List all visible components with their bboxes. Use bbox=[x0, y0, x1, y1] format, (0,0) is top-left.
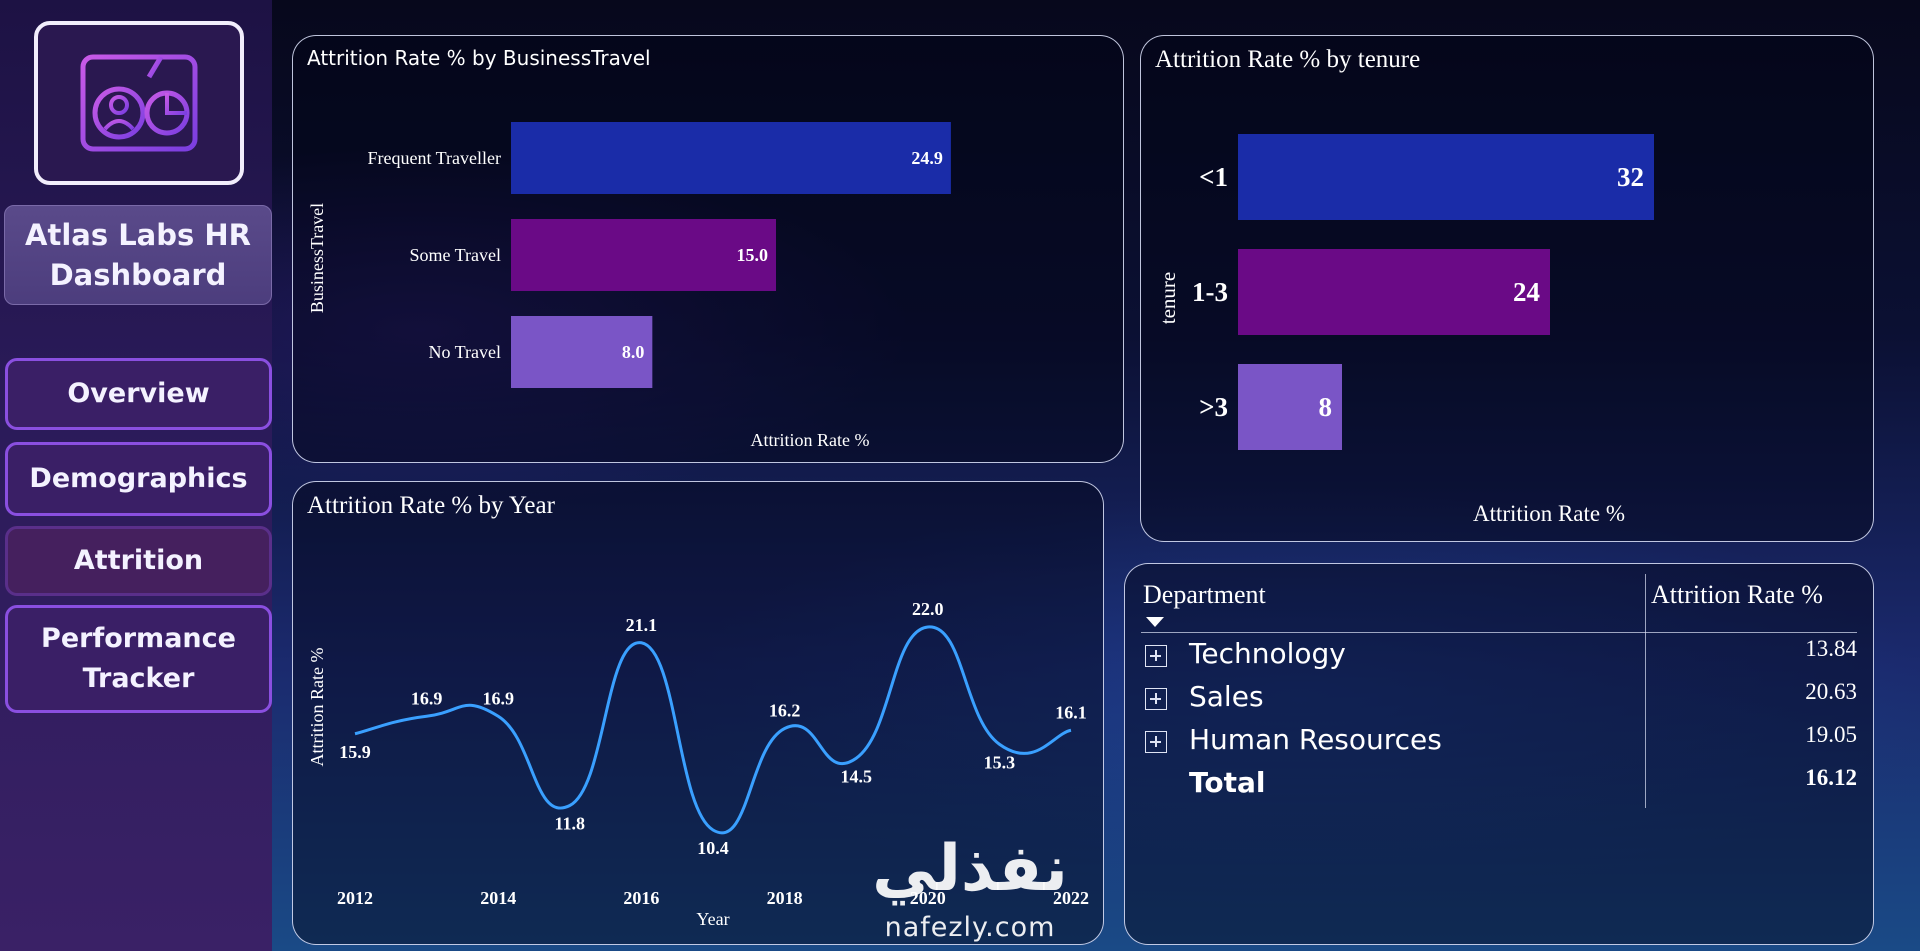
data-label: 24.9 bbox=[911, 148, 943, 168]
dashboard-title: Atlas Labs HR Dashboard bbox=[4, 205, 272, 305]
total-rate: 16.12 bbox=[1805, 765, 1857, 790]
x-tick-label: 2022 bbox=[1053, 888, 1089, 908]
table-header-department[interactable]: Department bbox=[1143, 580, 1266, 609]
data-label: 16.9 bbox=[411, 688, 443, 708]
category-label: >3 bbox=[1199, 392, 1228, 422]
tenure-title: Attrition Rate % by tenure bbox=[1155, 46, 1421, 73]
department-name: Technology bbox=[1189, 637, 1346, 670]
data-label: 16.1 bbox=[1055, 702, 1087, 722]
table-row[interactable]: Human Resources 19.05 bbox=[1141, 722, 1857, 762]
department-name: Sales bbox=[1189, 680, 1264, 713]
bar bbox=[511, 122, 951, 194]
x-tick-label: 2014 bbox=[480, 888, 516, 908]
nav-demographics-button[interactable]: Demographics bbox=[5, 442, 272, 516]
bar bbox=[1238, 134, 1654, 220]
data-label: 15.9 bbox=[339, 742, 371, 762]
business-travel-chart: Frequent Traveller 24.9 Some Travel 15.0 No … bbox=[307, 122, 951, 450]
data-label: 15.0 bbox=[737, 245, 769, 265]
logo bbox=[34, 21, 244, 185]
table-row[interactable]: Sales 20.63 bbox=[1141, 679, 1857, 719]
bar bbox=[1238, 364, 1342, 450]
year-card: Attrition Rate % by Year 15.9 16.9 16.9 11.… bbox=[292, 481, 1104, 945]
data-label: 24 bbox=[1513, 277, 1540, 307]
nav-attrition-button[interactable]: Attrition bbox=[5, 526, 272, 596]
table-row[interactable]: Technology 13.84 bbox=[1141, 636, 1857, 676]
data-label: 8 bbox=[1319, 392, 1333, 422]
department-table-card: Department Attrition Rate % Technology 1… bbox=[1124, 563, 1874, 945]
column-divider bbox=[1645, 574, 1646, 808]
table-total-row: Total 16.12 bbox=[1141, 765, 1857, 805]
category-label: Frequent Traveller bbox=[368, 148, 501, 168]
x-tick-label: 2020 bbox=[910, 888, 946, 908]
category-label: No Travel bbox=[428, 342, 501, 362]
x-tick-label: 2018 bbox=[767, 888, 803, 908]
tenure-card: Attrition Rate % by tenure <1 32 1-3 24 >3 8 t… bbox=[1140, 35, 1874, 542]
business-travel-title: Attrition Rate % by BusinessTravel bbox=[307, 46, 651, 70]
table-header-rate[interactable]: Attrition Rate % bbox=[1651, 580, 1823, 609]
y-axis-label: Attrition Rate % bbox=[307, 648, 327, 767]
year-title: Attrition Rate % by Year bbox=[307, 492, 555, 519]
data-label: 11.8 bbox=[555, 814, 586, 834]
x-axis-label: Attrition Rate % bbox=[1473, 501, 1625, 526]
data-label: 22.0 bbox=[912, 599, 944, 619]
department-name: Human Resources bbox=[1189, 723, 1442, 756]
data-label: 16.9 bbox=[482, 688, 514, 708]
tenure-chart: <1 32 1-3 24 >3 8 tenure Attrition Rate % bbox=[1156, 134, 1654, 526]
x-tick-label: 2016 bbox=[623, 888, 659, 908]
expand-icon[interactable] bbox=[1145, 645, 1167, 667]
bar bbox=[511, 219, 776, 291]
y-axis-label: tenure bbox=[1156, 272, 1180, 324]
business-travel-card: Attrition Rate % by BusinessTravel Frequ… bbox=[292, 35, 1124, 463]
data-label: 8.0 bbox=[622, 342, 645, 362]
department-rate: 20.63 bbox=[1805, 679, 1857, 704]
category-label: 1-3 bbox=[1192, 277, 1228, 307]
bar bbox=[511, 316, 653, 388]
y-axis-label: BusinessTravel bbox=[307, 203, 327, 313]
nav-overview-button[interactable]: Overview bbox=[5, 358, 272, 430]
watermark-arabic: نفذلي bbox=[872, 832, 1068, 906]
series-line bbox=[354, 625, 1072, 835]
watermark: نفذلي nafezly.com bbox=[850, 832, 1090, 950]
category-label: <1 bbox=[1199, 162, 1228, 192]
data-label: 10.4 bbox=[697, 838, 729, 858]
sidebar: Atlas Labs HR Dashboard Overview Demogra… bbox=[0, 0, 272, 951]
sort-descending-icon[interactable] bbox=[1145, 616, 1165, 628]
year-chart: 15.9 16.9 16.9 11.8 21.1 10.4 16.2 14.5 22.0 15.3… bbox=[307, 599, 1089, 929]
x-tick-label: 2012 bbox=[337, 888, 373, 908]
department-rate: 13.84 bbox=[1805, 636, 1857, 661]
watermark-url: nafezly.com bbox=[884, 912, 1056, 943]
dashboard-profile-chart-icon bbox=[80, 54, 198, 152]
category-label: Some Travel bbox=[409, 245, 501, 265]
total-label: Total bbox=[1189, 766, 1266, 799]
header-divider bbox=[1141, 632, 1857, 633]
expand-icon[interactable] bbox=[1145, 688, 1167, 710]
expand-icon[interactable] bbox=[1145, 731, 1167, 753]
x-axis-label: Year bbox=[696, 909, 729, 929]
data-label: 32 bbox=[1617, 162, 1644, 192]
data-label: 14.5 bbox=[840, 766, 872, 786]
data-label: 21.1 bbox=[626, 615, 658, 635]
department-rate: 19.05 bbox=[1805, 722, 1857, 747]
bar bbox=[1238, 249, 1550, 335]
data-label: 15.3 bbox=[984, 752, 1016, 772]
nav-performance-tracker-button[interactable]: Performance Tracker bbox=[5, 605, 272, 713]
data-label: 16.2 bbox=[769, 701, 801, 721]
x-axis-label: Attrition Rate % bbox=[751, 430, 870, 450]
